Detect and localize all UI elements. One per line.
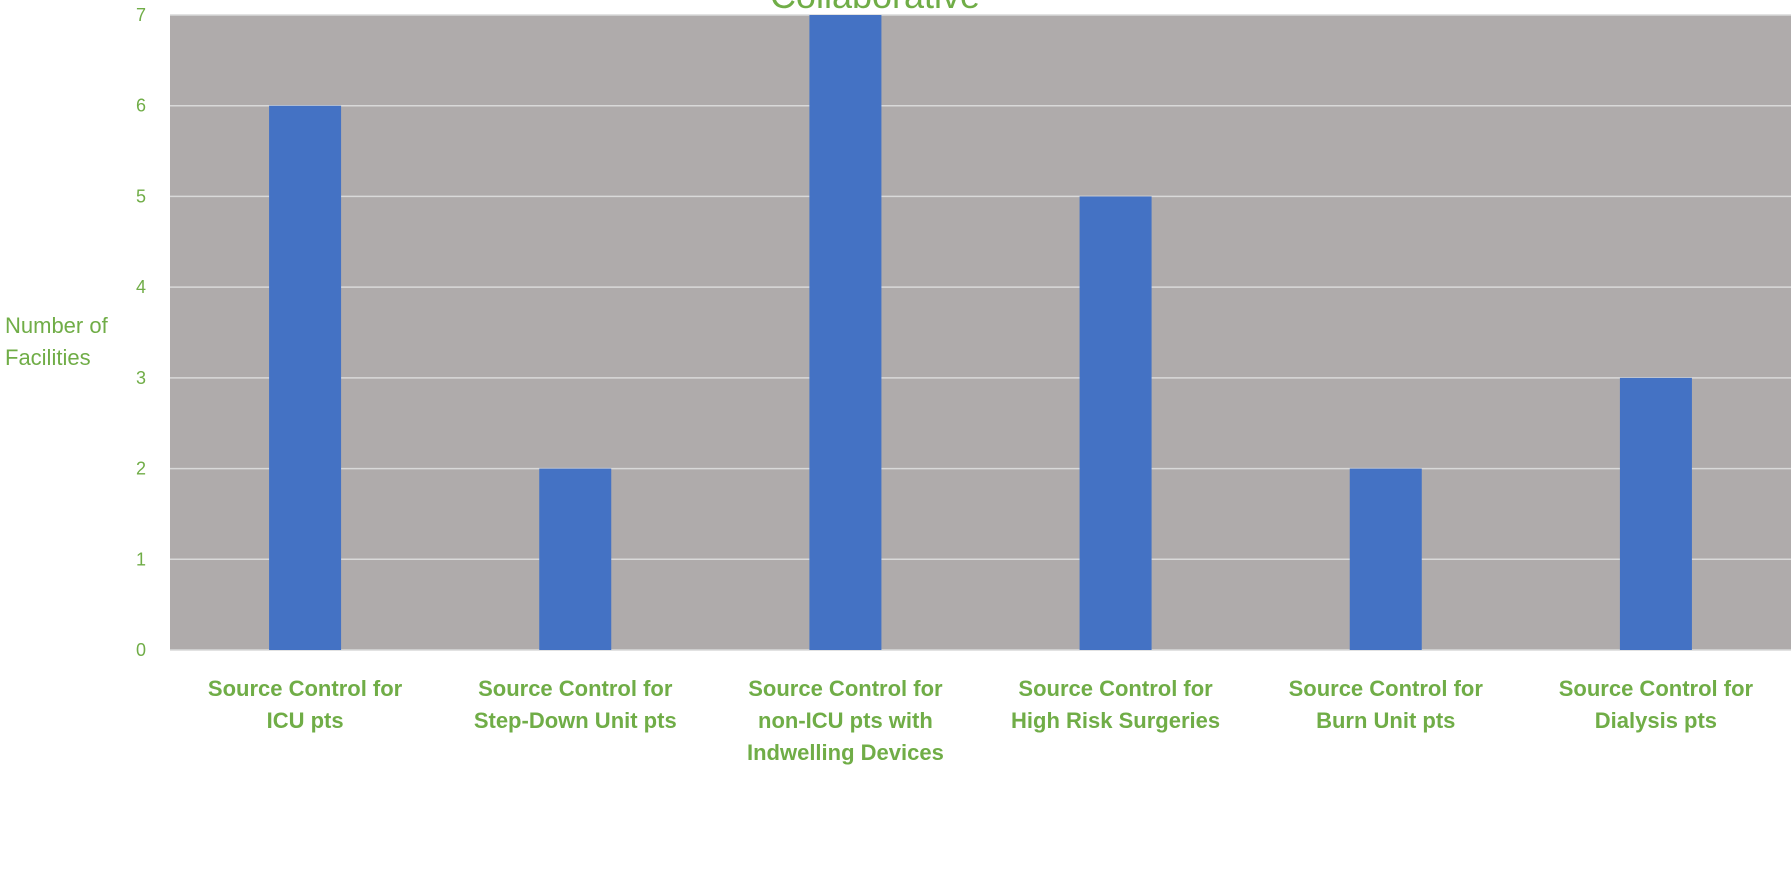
x-category-label: Source Control for non-ICU pts with Indwel… — [747, 676, 944, 765]
y-tick-label: 6 — [136, 96, 146, 116]
y-tick-label: 2 — [136, 459, 146, 479]
x-axis-categories: Source Control for ICU pts Source Control … — [208, 676, 1754, 765]
bar — [1619, 377, 1692, 650]
y-tick-label: 7 — [136, 5, 146, 25]
y-tick-label: 3 — [136, 368, 146, 388]
bar — [809, 15, 882, 650]
x-category-label: Source Control for Dialysis pts — [1559, 676, 1754, 733]
bar — [1079, 196, 1152, 650]
x-category-label: Source Control for High Risk Surgeries — [1011, 676, 1220, 733]
y-tick-label: 5 — [136, 186, 146, 206]
gridlines — [170, 14, 1791, 651]
bar — [539, 468, 612, 650]
x-category-label: Source Control for Step-Down Unit pts — [474, 676, 677, 733]
bar — [1349, 468, 1422, 650]
chart-title: Collaborative — [770, 0, 980, 16]
plot-area — [170, 15, 1791, 650]
y-tick-label: 4 — [136, 277, 146, 297]
x-category-label: Source Control for Burn Unit pts — [1289, 676, 1484, 733]
bar — [269, 105, 342, 650]
y-axis-label: Number of Facilities — [5, 313, 109, 370]
y-tick-label: 0 — [136, 640, 146, 660]
y-axis-ticks: 0 1 2 3 4 5 6 7 — [136, 5, 146, 660]
x-category-label: Source Control for ICU pts — [208, 676, 403, 733]
y-tick-label: 1 — [136, 549, 146, 569]
bars — [269, 15, 1692, 650]
